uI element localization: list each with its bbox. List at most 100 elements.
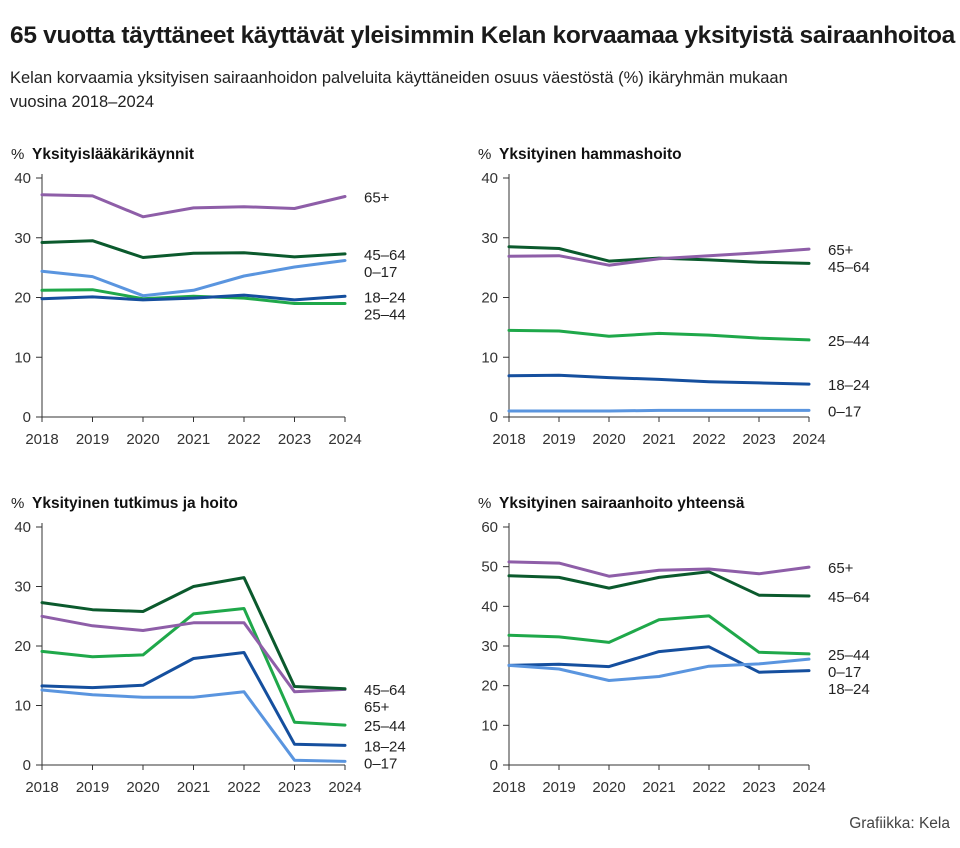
x-tick-label: 2019 bbox=[542, 779, 575, 796]
unit-label: % bbox=[478, 495, 491, 512]
series-line-25–44 bbox=[40, 288, 347, 305]
x-tick-label: 2020 bbox=[592, 431, 625, 448]
y-tick-label: 40 bbox=[481, 598, 498, 615]
series-end-label: 65+ bbox=[364, 699, 390, 716]
x-tick-label: 2021 bbox=[642, 431, 675, 448]
x-tick-label: 2023 bbox=[742, 779, 775, 796]
series-end-label: 18–24 bbox=[364, 738, 406, 755]
series-end-label: 45–64 bbox=[828, 259, 870, 276]
y-tick-label: 30 bbox=[481, 230, 498, 247]
x-tick-label: 2021 bbox=[177, 779, 210, 796]
source-credit: Grafiikka: Kela bbox=[849, 815, 950, 832]
series-end-label: 0–17 bbox=[364, 755, 397, 772]
x-tick-label: 2020 bbox=[592, 779, 625, 796]
x-tick-label: 2023 bbox=[278, 431, 311, 448]
x-tick-label: 2021 bbox=[177, 431, 210, 448]
y-tick-label: 40 bbox=[14, 170, 31, 187]
unit-label: % bbox=[478, 146, 491, 163]
x-tick-label: 2018 bbox=[25, 779, 58, 796]
series-end-label: 45–64 bbox=[828, 589, 870, 606]
y-tick-label: 10 bbox=[14, 349, 31, 366]
chart-title: Yksityinen sairaanhoito yhteensä bbox=[499, 495, 745, 512]
series-end-label: 25–44 bbox=[364, 306, 406, 323]
x-tick-label: 2018 bbox=[492, 779, 525, 796]
series-line-18–24 bbox=[40, 651, 347, 747]
series-end-label: 18–24 bbox=[364, 289, 406, 306]
y-tick-label: 30 bbox=[481, 638, 498, 655]
series-end-label: 0–17 bbox=[828, 664, 861, 681]
x-tick-label: 2024 bbox=[328, 431, 361, 448]
y-tick-label: 30 bbox=[14, 579, 31, 596]
x-tick-label: 2024 bbox=[792, 431, 825, 448]
series-line-65+ bbox=[40, 614, 347, 694]
x-tick-label: 2023 bbox=[278, 779, 311, 796]
y-tick-label: 0 bbox=[23, 757, 31, 774]
series-line-45–64 bbox=[40, 239, 347, 259]
series-line-65+ bbox=[507, 247, 811, 267]
series-line-45–64 bbox=[40, 576, 347, 691]
y-tick-label: 20 bbox=[14, 290, 31, 307]
y-tick-label: 0 bbox=[23, 409, 31, 426]
y-tick-label: 20 bbox=[14, 638, 31, 655]
x-tick-label: 2022 bbox=[692, 431, 725, 448]
series-line-65+ bbox=[40, 193, 347, 219]
series-end-label: 25–44 bbox=[828, 647, 870, 664]
y-tick-label: 20 bbox=[481, 290, 498, 307]
unit-label: % bbox=[11, 495, 24, 512]
series-line-0–17 bbox=[40, 259, 347, 298]
x-tick-label: 2021 bbox=[642, 779, 675, 796]
y-tick-label: 0 bbox=[490, 409, 498, 426]
chart-panel-3: % Yksityinen tutkimus ja hoito 0 10 20 30 40 20… bbox=[11, 495, 406, 796]
y-tick-label: 30 bbox=[14, 230, 31, 247]
series-end-label: 18–24 bbox=[828, 377, 870, 394]
x-tick-label: 2022 bbox=[227, 431, 260, 448]
chart-panel-4: % Yksityinen sairaanhoito yhteensä 0 10 20 30… bbox=[478, 495, 870, 796]
y-tick-label: 60 bbox=[481, 519, 498, 536]
y-tick-label: 50 bbox=[481, 559, 498, 576]
series-line-65+ bbox=[507, 560, 811, 578]
series-line-18–24 bbox=[40, 293, 347, 302]
series-end-label: 65+ bbox=[364, 190, 390, 207]
series-end-label: 25–44 bbox=[828, 333, 870, 350]
series-line-25–44 bbox=[40, 607, 347, 727]
x-tick-label: 2022 bbox=[692, 779, 725, 796]
chart-title: Yksityislääkärikäynnit bbox=[32, 146, 194, 163]
y-tick-label: 10 bbox=[481, 717, 498, 734]
chart-title: Yksityinen hammashoito bbox=[499, 146, 682, 163]
chart-panel-1: % Yksityislääkärikäynnit 0 10 20 30 40 2018 2019… bbox=[11, 146, 406, 448]
chart-title: Yksityinen tutkimus ja hoito bbox=[32, 495, 238, 512]
x-tick-label: 2024 bbox=[328, 779, 361, 796]
x-tick-label: 2024 bbox=[792, 779, 825, 796]
page-title: 65 vuotta täyttäneet käyttävät yleisimmi… bbox=[10, 22, 955, 49]
y-tick-label: 20 bbox=[481, 678, 498, 695]
series-end-label: 65+ bbox=[828, 242, 854, 259]
series-line-25–44 bbox=[507, 614, 811, 656]
y-tick-label: 0 bbox=[490, 757, 498, 774]
page-subtitle: Kelan korvaamia yksityisen sairaanhoidon… bbox=[10, 69, 788, 111]
series-end-label: 25–44 bbox=[364, 718, 406, 735]
series-end-label: 45–64 bbox=[364, 247, 406, 264]
x-tick-label: 2019 bbox=[76, 779, 109, 796]
series-line-0–17 bbox=[507, 657, 811, 682]
x-tick-label: 2023 bbox=[742, 431, 775, 448]
x-tick-label: 2019 bbox=[76, 431, 109, 448]
series-end-label: 0–17 bbox=[828, 403, 861, 420]
x-tick-label: 2022 bbox=[227, 779, 260, 796]
series-end-label: 45–64 bbox=[364, 682, 406, 699]
x-tick-label: 2020 bbox=[126, 779, 159, 796]
series-end-label: 65+ bbox=[828, 560, 854, 577]
series-end-label: 0–17 bbox=[364, 264, 397, 281]
x-tick-label: 2020 bbox=[126, 431, 159, 448]
series-line-45–64 bbox=[507, 570, 811, 598]
y-tick-label: 10 bbox=[14, 698, 31, 715]
chart-panel-2: % Yksityinen hammashoito 0 10 20 30 40 2018 2019… bbox=[478, 146, 870, 448]
series-line-25–44 bbox=[507, 328, 811, 342]
unit-label: % bbox=[11, 146, 24, 163]
x-tick-label: 2018 bbox=[492, 431, 525, 448]
series-end-label: 18–24 bbox=[828, 681, 870, 698]
y-tick-label: 40 bbox=[481, 170, 498, 187]
x-tick-label: 2019 bbox=[542, 431, 575, 448]
x-tick-label: 2018 bbox=[25, 431, 58, 448]
y-tick-label: 10 bbox=[481, 349, 498, 366]
